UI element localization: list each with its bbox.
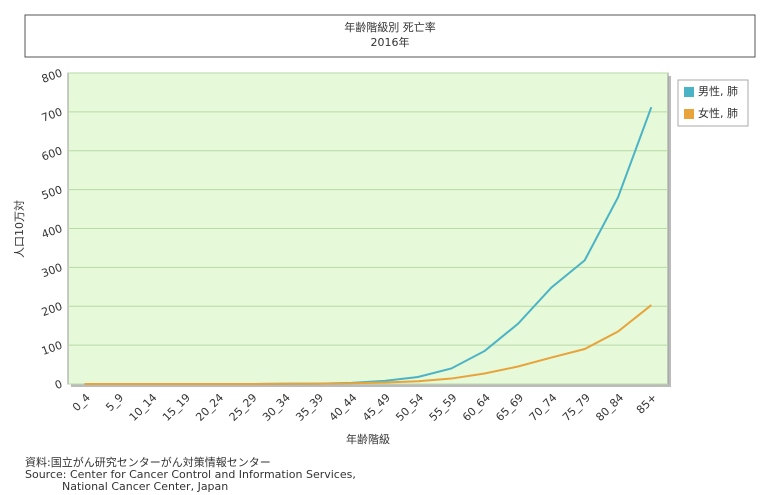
series-line	[84, 304, 652, 385]
y-tick-label: 800	[40, 66, 64, 85]
chart-subtitle: 2016年	[371, 35, 410, 49]
x-tick-label: 10_14	[127, 391, 160, 424]
y-tick-label: 0	[53, 377, 64, 392]
x-tick-label: 15_19	[160, 391, 193, 424]
x-tick-label: 70_74	[527, 391, 560, 424]
x-tick-label: 75_79	[560, 391, 593, 424]
x-tick-label: 0_4	[70, 391, 93, 414]
x-tick-label: 55_59	[427, 391, 460, 424]
y-tick-label: 600	[40, 144, 64, 163]
source-line: 資料:国立がん研究センターがん対策情報センター	[25, 455, 271, 469]
title-box	[24, 14, 756, 58]
x-tick-label: 35_39	[293, 391, 326, 424]
x-tick-label: 50_54	[393, 391, 426, 424]
x-tick-label: 20_24	[193, 391, 226, 424]
x-tick-label: 45_49	[360, 391, 393, 424]
x-tick-label: 60_64	[460, 391, 493, 424]
x-tick-label: 30_34	[260, 391, 293, 424]
legend-label: 女性, 肺	[698, 106, 738, 120]
y-tick-label: 300	[40, 261, 64, 280]
x-axis-label: 年齢階級	[346, 432, 390, 446]
legend-swatch	[684, 87, 694, 97]
y-tick-label: 500	[40, 183, 64, 202]
x-tick-label: 65_69	[493, 391, 526, 424]
x-tick-label: 80_84	[593, 391, 626, 424]
y-axis-label: 人口10万対	[12, 200, 26, 258]
source-line: Source: Center for Cancer Control and In…	[25, 468, 356, 481]
x-tick-label: 40_44	[327, 391, 360, 424]
x-tick-label: 25_29	[227, 391, 260, 424]
source-line: National Cancer Center, Japan	[62, 480, 228, 493]
legend-label: 男性, 肺	[698, 84, 738, 98]
y-tick-label: 700	[40, 105, 64, 124]
x-tick-label: 5_9	[103, 391, 126, 414]
y-tick-label: 400	[40, 222, 64, 241]
legend-swatch	[684, 109, 694, 119]
chart-title: 年齢階級別 死亡率	[344, 20, 436, 34]
x-tick-label: 85+	[634, 391, 660, 417]
y-tick-label: 100	[40, 339, 64, 358]
y-tick-label: 200	[40, 300, 64, 319]
